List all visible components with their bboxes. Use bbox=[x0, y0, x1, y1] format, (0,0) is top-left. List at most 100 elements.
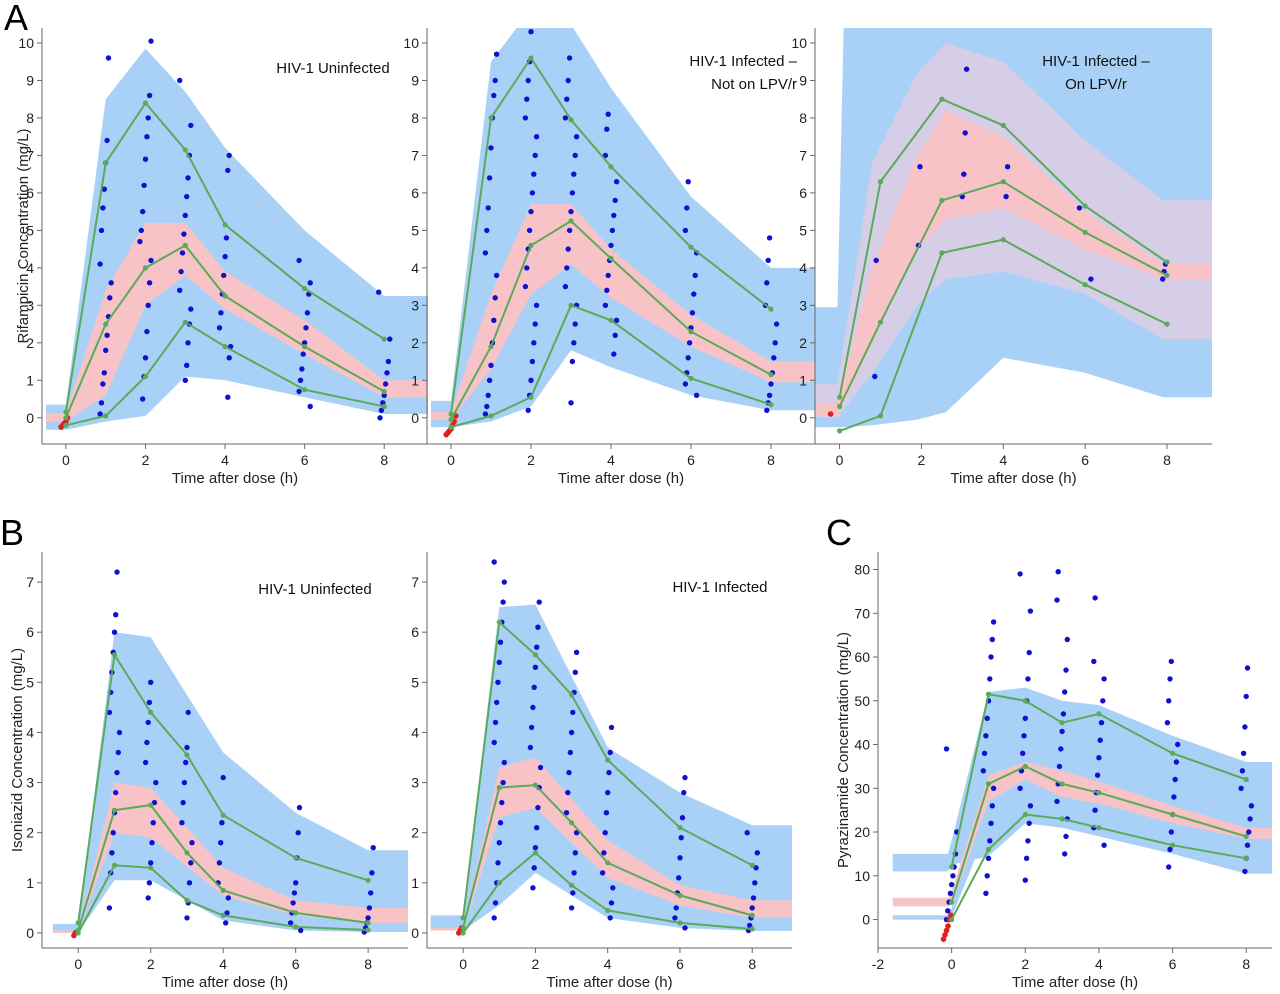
x-tick-label: 4 bbox=[1095, 956, 1103, 972]
observed-point bbox=[612, 197, 618, 204]
observed-point bbox=[482, 250, 489, 256]
plot-area bbox=[815, 28, 1212, 434]
observed-point bbox=[1248, 803, 1255, 809]
observed-line-marker bbox=[381, 403, 387, 410]
observed-point bbox=[491, 317, 497, 323]
observed-line-marker bbox=[142, 373, 149, 380]
y-tick-label: 2 bbox=[411, 825, 419, 841]
observed-point bbox=[682, 925, 688, 931]
chart-a3: 0 2 4 6 8 0 1 2 3 4 5 6 7 8 9 10 Time after dose (h) HIV-… bbox=[791, 28, 1212, 487]
observed-line-5th bbox=[839, 238, 1168, 432]
y-tick-label: 0 bbox=[26, 410, 34, 426]
y-tick-label: 3 bbox=[26, 775, 34, 791]
observed-point bbox=[948, 881, 955, 888]
observed-point bbox=[943, 746, 950, 752]
observed-point bbox=[601, 850, 607, 856]
observed-point bbox=[684, 205, 690, 211]
plot-area bbox=[46, 38, 428, 430]
observed-point bbox=[1064, 636, 1071, 643]
observed-line-marker bbox=[768, 402, 774, 408]
observed-line-marker bbox=[532, 782, 539, 788]
observed-point bbox=[290, 900, 296, 906]
observed-point bbox=[570, 709, 576, 716]
observed-line-marker bbox=[63, 422, 69, 428]
observed-point bbox=[522, 283, 529, 290]
observed-point bbox=[97, 261, 103, 267]
observed-point bbox=[221, 272, 227, 279]
panel-title: HIV-1 Infected – bbox=[1042, 53, 1150, 70]
observed-point bbox=[771, 355, 777, 361]
observed-point bbox=[101, 370, 108, 376]
panel-label-a: A bbox=[4, 0, 28, 38]
observed-line-marker bbox=[111, 807, 118, 813]
observed-line-marker bbox=[837, 403, 843, 410]
observed-point bbox=[1062, 689, 1068, 695]
observed-point bbox=[562, 283, 569, 290]
y-tick-label: 0 bbox=[411, 410, 419, 426]
y-tick-label: 4 bbox=[799, 260, 807, 276]
observed-point bbox=[298, 927, 304, 934]
observed-point bbox=[947, 890, 954, 896]
observed-point bbox=[532, 152, 538, 159]
blq-point bbox=[827, 411, 834, 417]
x-tick-label: 6 bbox=[1169, 956, 1177, 972]
observed-point bbox=[535, 624, 541, 630]
observed-point bbox=[608, 724, 615, 731]
observed-point bbox=[873, 257, 879, 264]
observed-point bbox=[1244, 842, 1251, 848]
observed-point bbox=[1092, 595, 1098, 601]
observed-line-marker bbox=[1059, 816, 1065, 822]
observed-point bbox=[1240, 750, 1247, 756]
observed-point bbox=[672, 915, 678, 921]
observed-point bbox=[766, 392, 773, 398]
observed-point bbox=[488, 362, 494, 368]
band-pi-1 bbox=[892, 709, 1272, 920]
observed-point bbox=[216, 860, 223, 866]
observed-point bbox=[484, 227, 490, 234]
observed-line-marker bbox=[184, 897, 190, 904]
panel-title: HIV-1 Uninfected bbox=[276, 60, 389, 77]
observed-point bbox=[488, 145, 494, 151]
observed-point bbox=[107, 295, 113, 301]
x-tick-label: 6 bbox=[301, 452, 309, 468]
observed-point bbox=[497, 820, 504, 826]
observed-line-marker bbox=[605, 860, 611, 866]
observed-point bbox=[291, 890, 298, 896]
observed-point bbox=[114, 769, 120, 776]
observed-point bbox=[220, 774, 226, 781]
observed-point bbox=[104, 137, 110, 144]
band-pi-0 bbox=[52, 632, 408, 933]
observed-point bbox=[573, 134, 580, 140]
observed-point bbox=[138, 227, 144, 234]
observed-point bbox=[981, 750, 988, 756]
observed-point bbox=[218, 310, 224, 316]
y-tick-label: 1 bbox=[26, 372, 34, 388]
observed-point bbox=[753, 865, 759, 871]
observed-point bbox=[605, 272, 611, 279]
observed-point bbox=[531, 865, 537, 871]
observed-point bbox=[1060, 711, 1067, 717]
y-tick-label: 8 bbox=[26, 110, 34, 126]
observed-point bbox=[224, 910, 230, 916]
observed-point bbox=[106, 709, 113, 716]
observed-line-marker bbox=[381, 388, 387, 395]
observed-line-marker bbox=[749, 912, 755, 919]
observed-point bbox=[984, 715, 990, 721]
observed-point bbox=[989, 636, 995, 643]
observed-point bbox=[144, 739, 150, 746]
x-tick-label: 4 bbox=[219, 956, 227, 972]
observed-point bbox=[693, 392, 700, 398]
x-tick-label: 2 bbox=[532, 956, 540, 972]
x-tick-label: 0 bbox=[836, 452, 844, 468]
y-tick-label: 1 bbox=[411, 372, 419, 388]
observed-line-marker bbox=[184, 752, 190, 758]
observed-point bbox=[145, 115, 151, 121]
observed-line-marker bbox=[985, 846, 992, 853]
observed-point bbox=[602, 302, 609, 308]
observed-point bbox=[140, 396, 146, 402]
observed-point bbox=[494, 699, 500, 706]
observed-point bbox=[148, 38, 154, 44]
observed-point bbox=[1164, 720, 1171, 726]
